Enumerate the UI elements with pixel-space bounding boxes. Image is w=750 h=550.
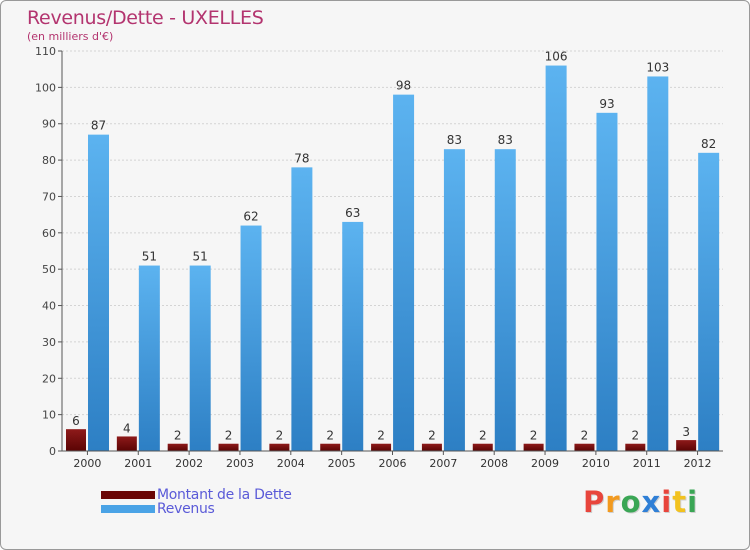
data-label-debt: 2 xyxy=(326,429,334,443)
bar-revenue-2007 xyxy=(443,149,465,451)
x-tick-label: 2004 xyxy=(277,457,305,470)
x-tick-label: 2000 xyxy=(73,457,101,470)
bar-revenue-2002 xyxy=(189,265,211,451)
bar-revenue-2000 xyxy=(88,134,109,452)
x-tick-label: 2012 xyxy=(684,457,712,470)
data-label-revenue: 83 xyxy=(447,133,462,147)
bar-debt-2004 xyxy=(269,443,290,451)
bar-revenue-2001 xyxy=(138,265,160,451)
y-tick-label: 110 xyxy=(35,45,56,58)
y-tick-label: 90 xyxy=(42,118,56,131)
logo-letter: t xyxy=(672,485,688,519)
axes-layer: 0 10 20 30 40 50 60 70 80 90 100 110 2000 2001 2002 200… xyxy=(35,45,723,470)
y-tick-label: 80 xyxy=(42,154,56,167)
data-label-debt: 3 xyxy=(682,425,690,439)
bar-debt-2008 xyxy=(472,443,493,451)
x-tick-label: 2007 xyxy=(429,457,457,470)
logo-letter: o xyxy=(620,485,642,519)
bar-debt-2005 xyxy=(320,443,341,451)
logo-letter: P xyxy=(583,485,606,519)
grid-layer xyxy=(62,50,723,416)
bar-revenue-2005 xyxy=(342,221,364,451)
legend-label-debt: Montant de la Dette xyxy=(157,487,292,503)
bar-debt-2012 xyxy=(676,440,697,451)
y-tick-label: 20 xyxy=(42,372,56,385)
logo-letter: r xyxy=(605,485,621,519)
data-label-debt: 2 xyxy=(479,429,487,443)
data-label-debt: 2 xyxy=(276,429,284,443)
x-tick-label: 2001 xyxy=(124,457,152,470)
x-tick-label: 2008 xyxy=(480,457,508,470)
chart-subtitle: (en milliers d'€) xyxy=(27,30,114,43)
y-tick-label: 60 xyxy=(42,227,56,240)
data-label-debt: 2 xyxy=(631,429,639,443)
data-label-revenue: 62 xyxy=(243,210,258,224)
data-label-debt: 2 xyxy=(581,429,589,443)
bar-revenue-2004 xyxy=(291,167,313,451)
x-tick-label: 2003 xyxy=(226,457,254,470)
x-tick-label: 2009 xyxy=(531,457,559,470)
data-label-revenue: 87 xyxy=(91,119,106,133)
data-label-debt: 2 xyxy=(225,429,233,443)
legend-item-revenue: Revenus xyxy=(101,501,215,517)
logo-letter: i xyxy=(661,485,673,519)
bar-debt-2000 xyxy=(66,429,86,451)
bar-debt-2009 xyxy=(523,443,544,451)
bar-revenue-2003 xyxy=(240,225,262,451)
x-tick-label: 2002 xyxy=(175,457,203,470)
logo-letter: i xyxy=(687,485,699,519)
data-label-revenue: 93 xyxy=(599,97,614,111)
bar-debt-2011 xyxy=(625,443,646,451)
data-label-debt: 4 xyxy=(123,421,131,435)
data-label-debt: 2 xyxy=(428,429,436,443)
bars-layer xyxy=(66,65,720,452)
data-label-revenue: 78 xyxy=(294,151,309,165)
data-label-revenue: 98 xyxy=(396,79,411,93)
legend-swatch-debt xyxy=(101,491,155,499)
data-label-revenue: 103 xyxy=(646,60,669,74)
legend-label-revenue: Revenus xyxy=(157,501,215,517)
bar-debt-2006 xyxy=(371,443,392,451)
legend-item-debt: Montant de la Dette xyxy=(101,487,292,503)
bar-debt-2002 xyxy=(167,443,188,451)
bar-revenue-2009 xyxy=(545,65,567,451)
x-tick-label: 2005 xyxy=(328,457,356,470)
y-tick-label: 40 xyxy=(42,300,56,313)
data-label-debt: 2 xyxy=(174,429,182,443)
x-tick-label: 2006 xyxy=(379,457,407,470)
data-label-revenue: 51 xyxy=(193,250,208,264)
bar-revenue-2008 xyxy=(494,149,516,451)
data-label-debt: 2 xyxy=(377,429,385,443)
bar-debt-2003 xyxy=(218,443,239,451)
data-label-debt: 6 xyxy=(72,414,80,428)
logo-letter: x xyxy=(641,485,662,519)
data-label-revenue: 63 xyxy=(345,206,360,220)
bar-debt-2007 xyxy=(421,443,442,451)
x-tick-label: 2010 xyxy=(582,457,610,470)
legend-swatch-revenue xyxy=(101,505,155,513)
bar-revenue-2011 xyxy=(647,76,669,452)
proxiti-logo: Proxiti xyxy=(583,485,698,519)
chart-title: Revenus/Dette - UXELLES xyxy=(27,7,264,29)
data-label-revenue: 51 xyxy=(142,250,157,264)
y-tick-label: 30 xyxy=(42,336,56,349)
x-tick-label: 2011 xyxy=(633,457,661,470)
bar-debt-2010 xyxy=(574,443,595,451)
bar-revenue-2010 xyxy=(596,112,618,452)
y-tick-label: 50 xyxy=(42,263,56,276)
data-label-revenue: 106 xyxy=(545,50,568,64)
bar-revenue-2006 xyxy=(393,94,415,452)
labels-layer: 6 87 4 51 2 51 2 62 2 78 2 63 2 98 2 83 2 83 2 106 2 93 2 103 3 8… xyxy=(72,50,716,443)
bar-debt-2001 xyxy=(116,436,137,451)
y-tick-label: 100 xyxy=(35,81,56,94)
data-label-debt: 2 xyxy=(530,429,538,443)
y-tick-label: 0 xyxy=(49,445,56,458)
y-tick-label: 10 xyxy=(42,409,56,422)
data-label-revenue: 83 xyxy=(498,133,513,147)
bar-revenue-2012 xyxy=(698,152,720,451)
data-label-revenue: 82 xyxy=(701,137,716,151)
y-tick-label: 70 xyxy=(42,190,56,203)
